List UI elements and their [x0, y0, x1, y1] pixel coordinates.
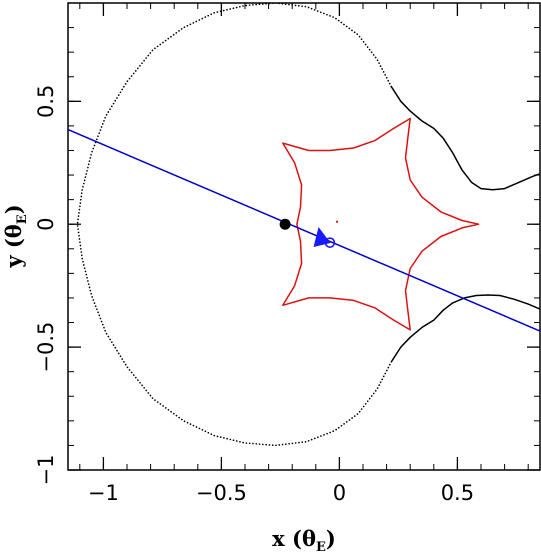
caustic-curve	[282, 117, 480, 331]
y-tick-label: 0.5	[34, 85, 58, 118]
critical-curve-lower-right	[390, 294, 540, 363]
y-axis-label: y (θE)	[1, 204, 30, 268]
caustic-dot	[335, 220, 339, 223]
critical-curve-upper-right	[390, 85, 540, 191]
x-tick-label: −0.5	[196, 481, 247, 505]
critical-curve-outer	[76, 3, 393, 447]
curves	[68, 3, 540, 447]
plot-frame	[67, 2, 541, 471]
y-tick-label: −1	[34, 455, 58, 486]
y-tick-label: −0.5	[34, 322, 58, 373]
x-tick-label: 0	[333, 481, 346, 505]
x-tick-label: 0.5	[441, 481, 474, 505]
x-axis-label: x (θE)	[272, 526, 336, 555]
markers	[279, 218, 339, 248]
y-tick-label: 0	[34, 218, 58, 231]
x-tick-label: −1	[88, 481, 119, 505]
axis-ticks	[68, 2, 540, 471]
lens-position-marker	[279, 218, 291, 230]
direction-arrow	[313, 226, 331, 247]
source-trajectory	[68, 128, 540, 332]
tick-labels: −1 −0.5 0 0.5 −1 −0.5 0 0.5	[34, 85, 474, 505]
